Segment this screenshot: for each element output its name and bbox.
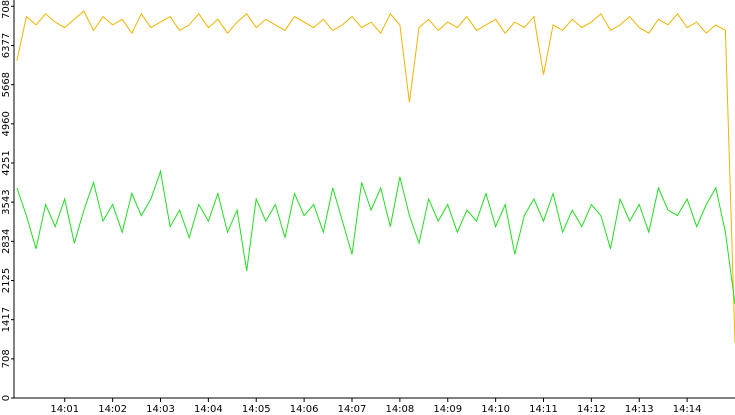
x-tick-label: 14:10 (481, 404, 510, 415)
y-tick-label: 4251 (1, 150, 12, 175)
x-tick-label: 14:13 (625, 404, 654, 415)
x-tick-label: 14:07 (338, 404, 367, 415)
x-tick-label: 14:14 (673, 404, 702, 415)
x-tick-label: 14:06 (290, 404, 319, 415)
y-tick-label: 1417 (1, 307, 12, 332)
y-tick-label: 3543 (1, 189, 12, 214)
y-tick-label: 2834 (1, 229, 12, 254)
x-tick-label: 14:02 (98, 404, 127, 415)
x-tick-label: 14:12 (577, 404, 606, 415)
series-line (16, 169, 735, 305)
y-tick-label: 708 (1, 349, 12, 368)
y-tick-label: 4960 (1, 111, 12, 136)
y-tick-label: 7086 (1, 0, 12, 19)
y-tick-label: 6377 (1, 33, 12, 58)
x-tick-label: 14:03 (146, 404, 175, 415)
x-tick-label: 14:11 (529, 404, 558, 415)
x-tick-label: 14:04 (194, 404, 223, 415)
x-tick-label: 14:09 (433, 404, 462, 415)
y-tick-label: 0 (1, 395, 12, 401)
x-tick-label: 14:08 (385, 404, 414, 415)
x-tick-label: 14:01 (50, 404, 79, 415)
x-tick-label: 14:05 (242, 404, 271, 415)
series-line (16, 10, 735, 343)
y-tick-label: 5668 (1, 72, 12, 97)
y-tick-label: 2125 (1, 268, 12, 293)
